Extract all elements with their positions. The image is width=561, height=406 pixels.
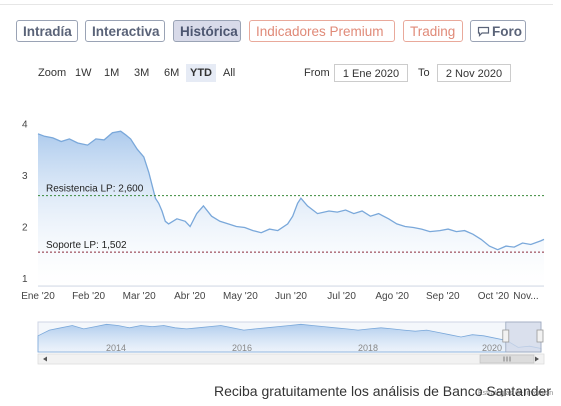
navigator[interactable]: 2014 2016 2018 2020 [37, 321, 545, 365]
tab-label: Foro [492, 24, 522, 39]
navigator-tick-label: 2018 [358, 343, 378, 353]
x-tick-label: Ene '20 [21, 291, 55, 302]
tab-label: Interactiva [92, 24, 160, 39]
x-axis: Ene '20 Feb '20 Mar '20 Abr '20 May '20 Jun '… [21, 285, 544, 302]
y-tick-label: 4 [22, 119, 28, 130]
resistance-label: Resistencia LP: 2,600 [46, 184, 144, 195]
zoom-ytd-button[interactable]: YTD [186, 64, 216, 82]
to-date-input[interactable]: 2 Nov 2020 [437, 64, 511, 82]
series-line [37, 130, 545, 251]
tab-trading[interactable]: Trading [403, 20, 463, 42]
tab-label: Indicadores Premium [256, 24, 384, 39]
tab-label: Histórica [180, 24, 238, 39]
from-label: From [304, 67, 330, 79]
credits-text: Estrategias de Inversión [478, 390, 554, 397]
x-tick-label: Jul '20 [327, 291, 356, 302]
navigator-tick-label: 2016 [232, 343, 252, 353]
series-area [38, 131, 544, 286]
tab-label: Intradía [23, 24, 72, 39]
y-tick-label: 1 [22, 274, 28, 285]
footer-promo-text[interactable]: Reciba gratuitamente los análisis de Ban… [214, 383, 551, 399]
tab-intradia[interactable]: Intradía [16, 20, 78, 42]
x-tick-label: Nov... [513, 291, 538, 302]
zoom-1m-button[interactable]: 1M [104, 67, 120, 79]
x-tick-label: Sep '20 [426, 291, 460, 302]
x-tick-label: Mar '20 [123, 291, 156, 302]
to-label: To [418, 67, 430, 79]
x-tick-label: Oct '20 [478, 291, 510, 302]
navigator-selection [505, 321, 542, 353]
x-tick-label: Feb '20 [72, 291, 105, 302]
scroll-left-arrow-icon [43, 356, 47, 362]
zoom-6m-button[interactable]: 6M [164, 67, 180, 79]
navigator-handle-left [502, 329, 510, 343]
zoom-label: Zoom [38, 67, 67, 79]
top-divider [0, 4, 553, 5]
x-tick-label: Abr '20 [174, 291, 206, 302]
navigator-tick-label: 2020 [482, 343, 502, 353]
tab-indicadores-premium[interactable]: Indicadores Premium [249, 20, 395, 42]
navigator-handle-right [536, 329, 544, 343]
tab-foro[interactable]: Foro [470, 20, 526, 42]
x-tick-label: May '20 [223, 291, 258, 302]
support-label: Soporte LP: 1,502 [46, 240, 127, 251]
level-annotations: Resistencia LP: 2,600 Soporte LP: 1,502 [38, 184, 544, 253]
tab-label: Trading [410, 24, 456, 39]
scroll-right-arrow-icon [535, 356, 539, 362]
tab-historica[interactable]: Histórica [173, 20, 241, 42]
x-tick-label: Ago '20 [375, 291, 409, 302]
y-tick-label: 3 [22, 171, 28, 182]
zoom-3m-button[interactable]: 3M [134, 67, 150, 79]
zoom-all-button[interactable]: All [223, 67, 236, 79]
zoom-1w-button[interactable]: 1W [75, 67, 92, 79]
navigator-series [37, 323, 542, 353]
navigator-scrollbar-track [37, 353, 545, 365]
y-axis: 1 2 3 4 [22, 119, 28, 285]
tab-interactiva[interactable]: Interactiva [85, 20, 165, 42]
x-tick-label: Jun '20 [275, 291, 307, 302]
navigator-tick-label: 2014 [106, 343, 126, 353]
scrollbar-grip-icon [503, 356, 511, 362]
chat-bubble-icon [477, 26, 490, 37]
from-date-input[interactable]: 1 Ene 2020 [334, 64, 408, 82]
y-tick-label: 2 [22, 222, 28, 233]
